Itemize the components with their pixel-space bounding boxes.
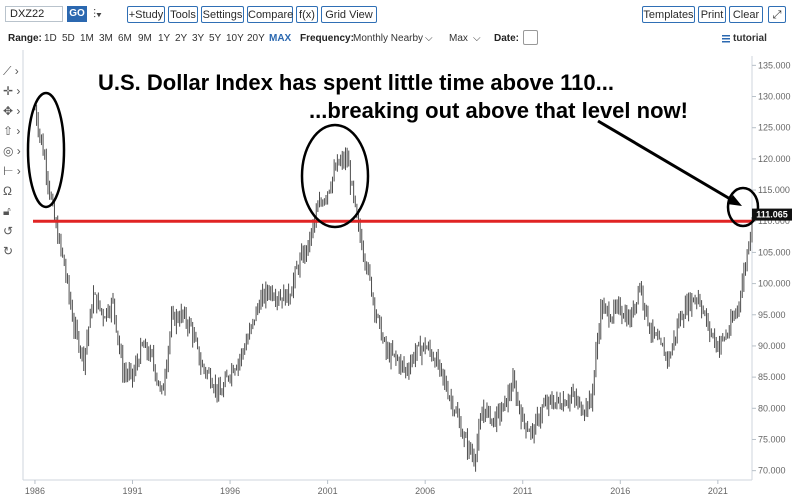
add-study-button[interactable]: +Study <box>127 6 165 23</box>
x-tick-label: 2001 <box>318 486 338 496</box>
y-tick-label: 110.000 <box>758 216 790 226</box>
range-2y[interactable]: 2Y <box>175 33 188 44</box>
fx-button[interactable]: f(x) <box>296 6 318 23</box>
templates-button[interactable]: Templates <box>642 6 695 23</box>
y-axis-ticks: 70.000 75.000 80.000 85.000 90.000 95.000 100.… <box>752 60 791 476</box>
arrow-head <box>727 195 742 206</box>
y-tick-label: 135.000 <box>758 60 791 70</box>
top-toolbar: DXZ22 GO ⫶▾ +Study Tools Settings Compar… <box>0 0 800 28</box>
grid-view-button[interactable]: Grid View <box>321 6 377 23</box>
x-tick-label: 2006 <box>415 486 435 496</box>
annotation-arrow <box>597 119 738 205</box>
range-20y[interactable]: 20Y <box>247 33 265 44</box>
range-5d[interactable]: 5D <box>62 33 75 44</box>
range-3m[interactable]: 3M <box>99 33 113 44</box>
line-draw-icon[interactable]: ⟋ › <box>3 64 19 78</box>
last-price-label: 111.065 <box>756 210 788 220</box>
max-dropdown[interactable]: Max <box>449 33 468 44</box>
y-tick-label: 90.000 <box>758 341 786 351</box>
measure-icon[interactable]: ⊢ › <box>3 164 21 178</box>
last-price-tag: 111.065 <box>752 208 792 221</box>
pan-icon[interactable]: ✥ › <box>3 104 21 118</box>
bar-type-dropdown[interactable]: ⫶▾ <box>93 7 102 21</box>
annotation-headline-1: U.S. Dollar Index has spent little time … <box>98 70 614 95</box>
range-max[interactable]: MAX <box>269 33 292 44</box>
frequency-dropdown[interactable]: Monthly Nearby <box>353 33 424 44</box>
print-button[interactable]: Print <box>698 6 726 23</box>
chevron-down-icon[interactable]: ⌵ <box>425 33 433 44</box>
lock-icon[interactable]: 🔓︎ <box>3 204 11 218</box>
compare-button[interactable]: Compare <box>247 6 293 23</box>
x-tick-label: 1986 <box>25 486 45 496</box>
tutorial-icon <box>722 35 730 43</box>
y-tick-label: 85.000 <box>758 372 786 382</box>
y-tick-label: 130.000 <box>758 92 791 102</box>
go-button[interactable]: GO <box>67 6 87 22</box>
range-1d[interactable]: 1D <box>44 33 57 44</box>
y-tick-label: 100.000 <box>758 279 791 289</box>
range-3y[interactable]: 3Y <box>192 33 205 44</box>
date-label: Date: <box>494 33 520 44</box>
x-tick-label: 2021 <box>708 486 728 496</box>
range-5y[interactable]: 5Y <box>209 33 222 44</box>
y-tick-label: 105.000 <box>758 247 791 257</box>
clear-button[interactable]: Clear <box>729 6 763 23</box>
settings-button[interactable]: Settings <box>201 6 244 23</box>
tutorial-link[interactable]: tutorial <box>733 33 767 44</box>
range-1y[interactable]: 1Y <box>158 33 171 44</box>
y-tick-label: 80.000 <box>758 403 786 413</box>
chevron-down-icon[interactable]: ⌵ <box>473 33 481 44</box>
y-tick-label: 95.000 <box>758 310 786 320</box>
y-tick-label: 125.000 <box>758 123 791 133</box>
symbol-input[interactable]: DXZ22 <box>5 6 63 22</box>
undo-icon[interactable]: ↺ <box>3 224 14 238</box>
range-1m[interactable]: 1M <box>80 33 94 44</box>
y-tick-label: 70.000 <box>758 466 786 476</box>
price-bars <box>34 103 753 472</box>
y-tick-label: 75.000 <box>758 434 786 444</box>
x-tick-label: 1996 <box>220 486 240 496</box>
magnet-icon[interactable]: Ω <box>3 184 12 198</box>
range-6m[interactable]: 6M <box>118 33 132 44</box>
range-label: Range: <box>8 33 42 44</box>
range-10y[interactable]: 10Y <box>226 33 244 44</box>
range-9m[interactable]: 9M <box>138 33 152 44</box>
x-tick-label: 2016 <box>610 486 630 496</box>
circle-icon[interactable]: ◎ › <box>3 144 21 158</box>
y-tick-label: 120.000 <box>758 154 791 164</box>
calendar-icon[interactable] <box>523 30 538 45</box>
x-tick-label: 2011 <box>513 486 532 496</box>
tools-button[interactable]: Tools <box>168 6 198 23</box>
x-tick-label: 1991 <box>122 486 142 496</box>
crosshair-icon[interactable]: ✛ › <box>3 84 21 98</box>
annotation-circle-2022 <box>726 186 760 228</box>
frequency-label: Frequency: <box>300 33 354 44</box>
annotation-circle-2001 <box>300 123 370 229</box>
expand-icon[interactable]: ⤢ <box>768 6 786 23</box>
annotation-headline-2: ...breaking out above that level now! <box>309 98 688 123</box>
x-axis-ticks: 1986 1991 1996 2001 2006 2011 2016 2021 <box>25 480 728 496</box>
redo-icon[interactable]: ↻ <box>3 244 14 258</box>
up-arrow-icon[interactable]: ⇧ › <box>3 124 21 138</box>
annotation-circle-1986 <box>26 91 66 209</box>
y-tick-label: 115.000 <box>758 185 790 195</box>
range-bar: Range: 1D 5D 1M 3M 6M 9M 1Y 2Y 3Y 5Y 10Y… <box>0 28 800 50</box>
